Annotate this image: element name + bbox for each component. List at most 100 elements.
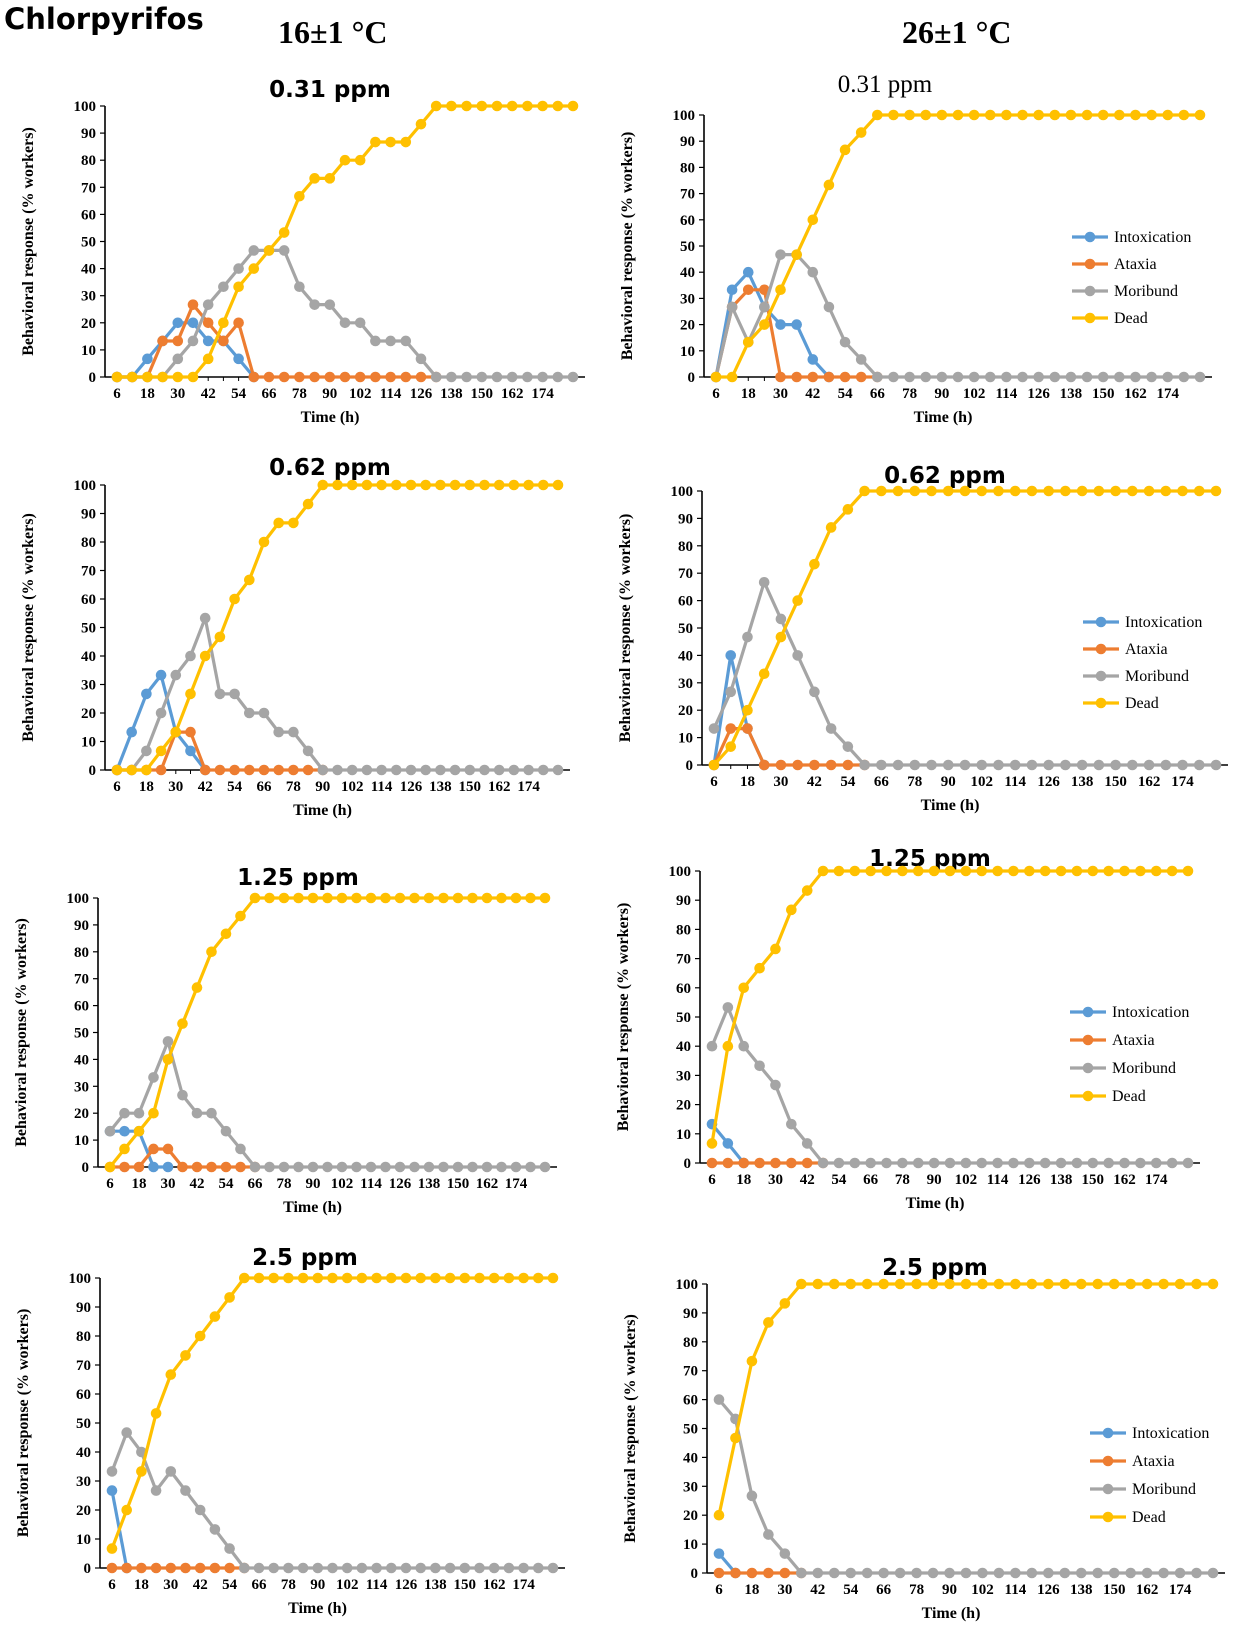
data-point (459, 1562, 471, 1574)
data-point (872, 371, 883, 383)
data-point (218, 281, 229, 293)
data-point (239, 1272, 250, 1284)
legend-swatch-marker (1084, 231, 1096, 243)
y-tick-label: 20 (676, 1098, 691, 1114)
y-tick-label: 100 (669, 864, 692, 880)
data-point (268, 1272, 280, 1284)
data-point (409, 1161, 420, 1173)
y-tick-label: 80 (74, 945, 89, 961)
y-tick-label: 30 (81, 678, 96, 694)
y-tick-label: 0 (691, 1566, 699, 1582)
series-line (108, 1039, 545, 1169)
data-point (508, 764, 520, 776)
legend-swatch-marker (1082, 1090, 1094, 1102)
data-point (1076, 759, 1088, 771)
data-point (180, 1562, 191, 1574)
data-point (928, 1157, 940, 1169)
data-point (758, 668, 770, 680)
data-point (775, 319, 786, 330)
data-point (209, 1524, 221, 1535)
data-point (409, 892, 420, 904)
x-tick-label: 66 (874, 774, 890, 790)
y-tick-label: 30 (680, 291, 695, 307)
data-point (194, 1504, 206, 1516)
data-point (1146, 109, 1157, 121)
series-moribund (708, 576, 1222, 771)
data-point (119, 1125, 130, 1137)
data-point (845, 1567, 857, 1579)
data-point (233, 263, 244, 274)
x-axis-label: Time (h) (921, 797, 980, 814)
data-point (759, 319, 770, 330)
data-point (876, 485, 887, 497)
data-point (1194, 109, 1206, 121)
series-line (110, 1276, 553, 1550)
data-point (547, 1272, 559, 1284)
data-point (1071, 865, 1083, 877)
y-tick-label: 60 (680, 213, 695, 229)
data-point (976, 759, 988, 771)
data-point (172, 353, 184, 365)
y-tick-label: 90 (76, 1300, 91, 1316)
data-point (385, 136, 396, 148)
data-point (944, 1278, 955, 1290)
y-tick-label: 20 (680, 318, 695, 334)
data-point (713, 1394, 725, 1405)
data-point (336, 892, 348, 904)
data-point (309, 371, 320, 383)
data-point (126, 371, 138, 383)
x-tick-label: 78 (907, 774, 922, 790)
data-point (233, 317, 244, 329)
data-point (1162, 109, 1174, 121)
data-point (759, 284, 770, 296)
data-point (552, 100, 564, 112)
x-tick-label: 66 (248, 1176, 264, 1192)
data-point (722, 1040, 734, 1052)
data-point (726, 371, 738, 383)
data-point (725, 686, 737, 698)
data-point (170, 726, 182, 738)
data-point (430, 371, 442, 383)
data-point (1210, 485, 1222, 497)
x-tick-label: 126 (1037, 774, 1060, 790)
y-tick-label: 0 (89, 370, 97, 386)
data-point (479, 479, 490, 491)
chart-title: 0.31 ppm (269, 77, 391, 103)
x-tick-label: 90 (310, 1577, 325, 1593)
data-point (763, 1529, 774, 1540)
data-point (464, 479, 476, 491)
x-tick-label: 66 (252, 1577, 268, 1593)
data-point (807, 354, 819, 365)
data-point (865, 865, 876, 877)
data-point (400, 335, 412, 347)
data-point (385, 371, 396, 383)
y-tick-label: 90 (678, 511, 693, 527)
y-tick-label: 50 (81, 621, 96, 637)
x-tick-label: 114 (380, 386, 402, 402)
data-point (376, 479, 387, 491)
data-point (202, 317, 214, 329)
data-point (842, 759, 854, 771)
data-point (253, 1562, 265, 1574)
data-point (133, 1125, 145, 1137)
data-point (522, 371, 533, 383)
data-point (888, 109, 899, 121)
data-point (493, 764, 505, 776)
x-tick-label: 90 (934, 386, 949, 402)
data-point (742, 266, 754, 278)
data-point (288, 726, 299, 738)
data-point (1207, 1567, 1219, 1579)
data-point (775, 759, 787, 771)
data-point (278, 245, 290, 256)
y-tick-label: 90 (74, 918, 89, 934)
data-point (992, 1157, 1003, 1169)
data-point (180, 1485, 191, 1496)
data-point (976, 865, 988, 877)
x-tick-label: 162 (476, 1176, 499, 1192)
data-point (754, 1157, 765, 1169)
y-tick-label: 20 (678, 703, 693, 719)
data-point (177, 1018, 188, 1029)
data-point (104, 1161, 116, 1173)
data-point (779, 1567, 791, 1579)
data-point (1178, 109, 1190, 121)
